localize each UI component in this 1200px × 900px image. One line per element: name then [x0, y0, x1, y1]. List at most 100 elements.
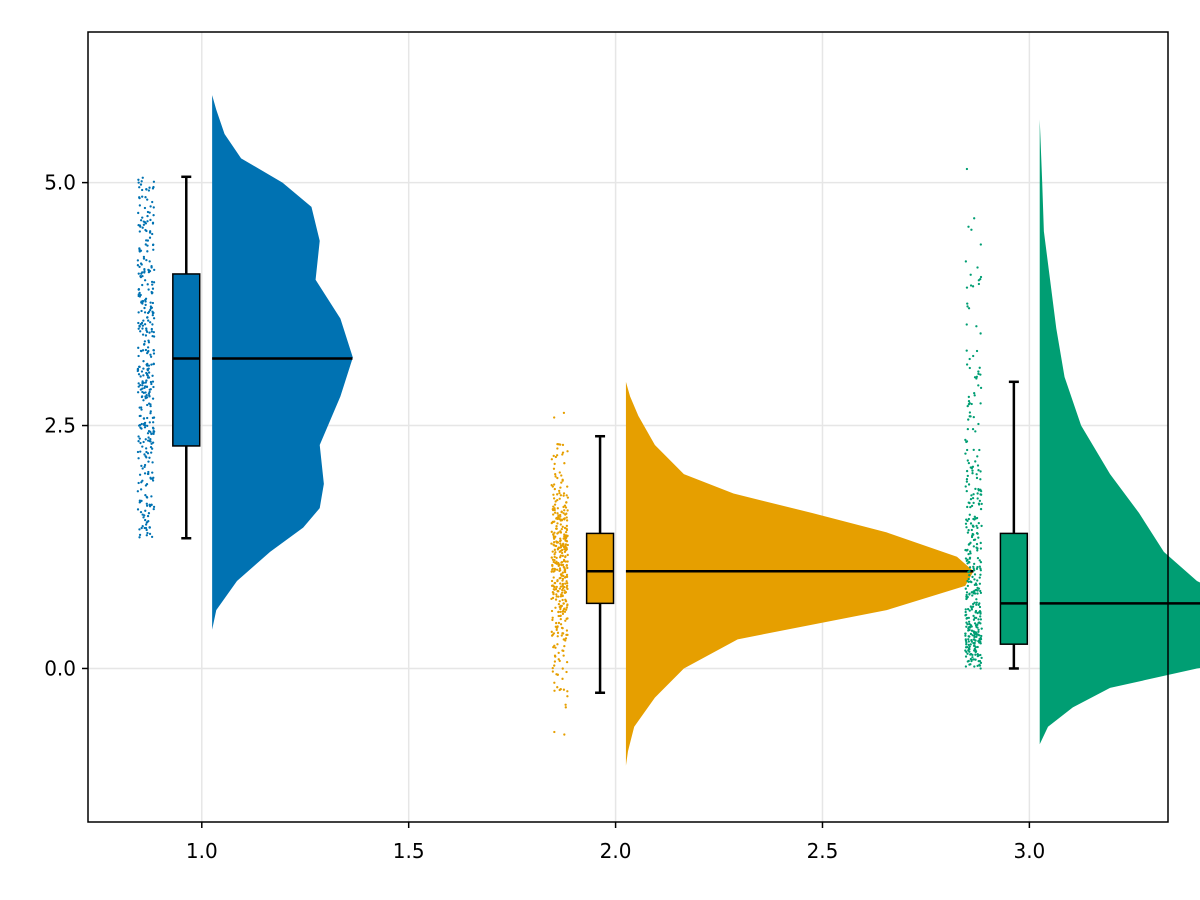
- data-point-3: [974, 639, 977, 642]
- data-point-2: [561, 632, 564, 635]
- data-point-2: [559, 513, 562, 517]
- data-point-3: [976, 623, 979, 626]
- data-point-3: [967, 307, 971, 310]
- data-point-2: [552, 493, 555, 496]
- data-point-2: [564, 543, 568, 546]
- data-point-1: [136, 367, 140, 371]
- data-point-1: [147, 376, 151, 379]
- data-point-1: [139, 375, 142, 378]
- data-point-1: [152, 180, 156, 183]
- data-point-2: [558, 587, 562, 590]
- data-point-2: [562, 492, 566, 495]
- data-point-3: [966, 427, 969, 431]
- data-point-3: [972, 517, 975, 521]
- data-point-1: [139, 383, 142, 387]
- data-point-3: [979, 386, 983, 389]
- data-point-3: [964, 557, 968, 560]
- data-point-3: [969, 498, 973, 501]
- data-point-3: [973, 647, 976, 651]
- data-point-2: [553, 503, 557, 506]
- data-point-3: [979, 278, 982, 281]
- data-point-1: [136, 264, 140, 267]
- data-point-1: [151, 310, 154, 313]
- data-point-1: [152, 206, 155, 209]
- data-point-2: [553, 553, 556, 556]
- data-point-1: [152, 505, 156, 508]
- data-point-3: [969, 522, 973, 525]
- data-point-1: [137, 181, 140, 184]
- data-point-2: [561, 577, 565, 581]
- data-point-3: [964, 655, 968, 658]
- data-point-1: [144, 391, 147, 394]
- data-point-1: [147, 189, 151, 192]
- data-point-2: [559, 687, 562, 691]
- data-point-2: [558, 569, 561, 573]
- data-point-1: [137, 311, 140, 314]
- data-point-2: [550, 579, 554, 583]
- data-point-3: [977, 536, 980, 539]
- data-point-2: [566, 496, 570, 499]
- data-point-3: [977, 630, 980, 633]
- data-point-2: [565, 501, 568, 504]
- data-point-1: [145, 327, 148, 330]
- data-point-2: [566, 604, 569, 607]
- data-point-2: [562, 494, 565, 497]
- data-point-3: [967, 225, 970, 228]
- data-point-2: [561, 579, 564, 582]
- data-point-1: [150, 535, 154, 538]
- data-point-1: [140, 499, 143, 503]
- data-point-3: [972, 618, 976, 621]
- jitter-points: [136, 167, 983, 736]
- data-point-1: [146, 496, 149, 499]
- data-point-2: [565, 535, 569, 538]
- data-point-3: [965, 469, 969, 473]
- data-point-1: [146, 424, 149, 428]
- data-point-3: [973, 217, 976, 220]
- data-point-1: [147, 271, 151, 274]
- data-point-1: [142, 516, 145, 519]
- data-point-1: [137, 224, 140, 227]
- data-point-1: [143, 465, 146, 468]
- data-point-1: [146, 514, 150, 518]
- data-point-1: [139, 274, 142, 278]
- data-point-3: [974, 650, 977, 654]
- data-point-1: [152, 385, 155, 389]
- data-point-3: [969, 632, 973, 636]
- data-point-3: [974, 658, 977, 661]
- data-point-3: [972, 415, 975, 419]
- data-point-3: [975, 601, 978, 604]
- data-point-1: [138, 186, 141, 189]
- data-point-1: [137, 346, 140, 349]
- data-point-2: [559, 531, 563, 534]
- x-tick-label: 2.0: [600, 839, 632, 863]
- data-point-1: [140, 180, 143, 183]
- data-point-1: [140, 263, 143, 266]
- data-point-2: [562, 505, 565, 509]
- data-point-3: [973, 394, 976, 397]
- data-point-3: [975, 476, 979, 480]
- data-point-3: [975, 603, 978, 606]
- data-point-1: [150, 432, 153, 436]
- data-point-3: [971, 534, 974, 537]
- data-point-1: [151, 397, 155, 400]
- data-point-3: [968, 645, 971, 648]
- data-point-1: [144, 334, 148, 337]
- data-point-3: [968, 566, 972, 569]
- data-point-3: [964, 632, 967, 635]
- data-point-3: [969, 623, 972, 627]
- data-point-2: [558, 540, 562, 543]
- data-point-3: [967, 517, 971, 521]
- data-point-3: [965, 591, 969, 594]
- data-point-3: [968, 513, 971, 516]
- data-point-1: [144, 381, 147, 384]
- data-point-3: [969, 541, 972, 544]
- data-point-3: [966, 302, 969, 305]
- density-clouds: [212, 95, 1200, 766]
- data-point-3: [980, 656, 983, 660]
- data-point-3: [978, 634, 981, 637]
- data-point-2: [553, 416, 556, 419]
- data-point-2: [551, 670, 554, 673]
- data-point-2: [555, 454, 559, 457]
- data-point-1: [143, 426, 147, 429]
- data-point-1: [152, 330, 155, 334]
